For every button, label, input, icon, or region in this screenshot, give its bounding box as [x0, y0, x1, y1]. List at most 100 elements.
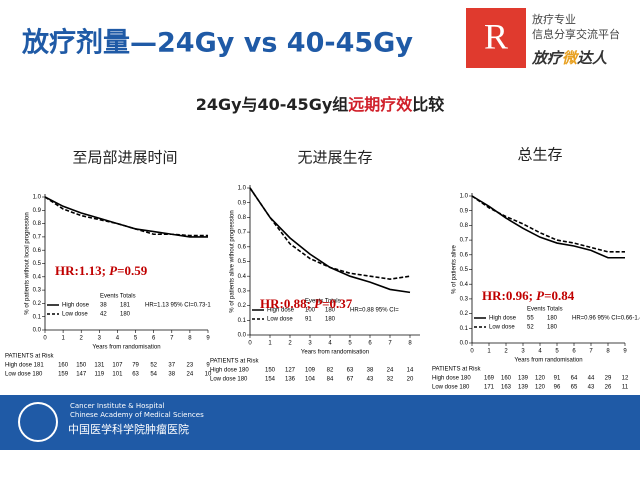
legend-head: Events Totals — [527, 307, 563, 313]
y-tick-label: 0.1 — [33, 314, 42, 320]
hr-part: =0.59 — [117, 263, 148, 278]
legend-label: High dose — [267, 308, 295, 314]
y-tick-label: 0.0 — [460, 341, 469, 347]
risk-cell: 171 — [484, 385, 495, 391]
x-tick-label: 3 — [308, 341, 312, 347]
x-tick-label: 8 — [408, 341, 412, 347]
legend-cell: 180 — [325, 308, 336, 314]
legend-note: HR=0.96 95% CI=0.66-1.41 — [572, 316, 640, 322]
risk-cell: 9 — [206, 363, 210, 369]
risk-cell: 127 — [285, 368, 296, 374]
legend-head: Events Totals — [305, 299, 341, 305]
footer-band — [0, 395, 640, 450]
y-tick-label: 0.8 — [238, 215, 247, 221]
risk-cell: 43 — [588, 385, 595, 391]
x-tick-label: 8 — [188, 336, 192, 342]
y-tick-label: 0.9 — [33, 208, 42, 214]
y-axis-label: % of patients alive without progression — [230, 210, 236, 312]
risk-cell: 20 — [407, 377, 414, 383]
risk-cell: 154 — [265, 377, 276, 383]
y-tick-label: 0.5 — [238, 259, 247, 265]
risk-cell: 10 — [205, 372, 212, 378]
legend-cell: 180 — [120, 312, 131, 318]
x-tick-label: 0 — [43, 336, 47, 342]
footer-text: 中国医学科学院肿瘤医院 — [68, 422, 189, 436]
risk-cell: 64 — [571, 376, 578, 382]
x-tick-label: 9 — [206, 336, 210, 342]
y-tick-label: 0.6 — [460, 252, 469, 258]
chart-title: 至局部进展时间 — [72, 149, 177, 167]
risk-cell: 52 — [150, 363, 157, 369]
legend-cell: 38 — [100, 303, 107, 309]
risk-label: High dose 180 — [210, 368, 249, 374]
y-tick-label: 0.4 — [238, 274, 247, 280]
risk-cell: 12 — [622, 376, 629, 382]
risk-cell: 29 — [605, 376, 612, 382]
footer-emblem — [18, 402, 58, 442]
x-tick-label: 6 — [152, 336, 156, 342]
footer-text: Cancer Institute & Hospital — [70, 402, 164, 410]
risk-cell: 32 — [387, 377, 394, 383]
legend-cell: 55 — [527, 316, 534, 322]
risk-cell: 65 — [571, 385, 578, 391]
risk-cell: 84 — [327, 377, 334, 383]
risk-cell: 150 — [265, 368, 276, 374]
x-tick-label: 1 — [268, 341, 272, 347]
risk-label: High dose 180 — [432, 376, 471, 382]
y-axis-label: % of patients without local progression — [25, 212, 31, 314]
risk-label: High dose 181 — [5, 363, 44, 369]
y-tick-label: 0.2 — [460, 311, 469, 317]
x-tick-label: 4 — [116, 336, 120, 342]
risk-cell: 150 — [76, 363, 87, 369]
footer-text: Chinese Academy of Medical Sciences — [70, 411, 204, 419]
risk-cell: 104 — [305, 377, 316, 383]
risk-cell: 163 — [501, 385, 512, 391]
y-tick-label: 0.8 — [33, 221, 42, 227]
risk-cell: 26 — [605, 385, 612, 391]
y-tick-label: 1.0 — [238, 186, 247, 192]
chart-title: 无进展生存 — [297, 149, 372, 167]
risk-cell: 43 — [367, 377, 374, 383]
hr-part: P — [314, 296, 323, 311]
y-tick-label: 0.7 — [460, 238, 469, 244]
risk-cell: 147 — [76, 372, 87, 378]
y-tick-label: 0.8 — [460, 223, 469, 229]
x-tick-label: 7 — [170, 336, 174, 342]
legend-cell: 52 — [527, 325, 534, 331]
risk-cell: 169 — [484, 376, 495, 382]
legend-cell: 180 — [547, 316, 558, 322]
y-tick-label: 0.6 — [238, 244, 247, 250]
hr-part: =0.37 — [322, 296, 353, 311]
risk-cell: 23 — [187, 363, 194, 369]
risk-title: PATIENTS at Risk — [210, 359, 259, 365]
x-tick-label: 5 — [134, 336, 138, 342]
risk-cell: 107 — [112, 363, 123, 369]
risk-cell: 160 — [501, 376, 512, 382]
x-tick-label: 1 — [487, 349, 491, 355]
y-tick-label: 0.7 — [33, 234, 42, 240]
x-tick-label: 4 — [328, 341, 332, 347]
risk-title: PATIENTS at Risk — [5, 354, 54, 360]
hr-part: P — [109, 263, 118, 278]
x-tick-label: 3 — [98, 336, 102, 342]
km-curve — [249, 187, 411, 280]
legend-cell: 42 — [100, 312, 107, 318]
x-axis-label: Years from randomisation — [301, 350, 369, 356]
x-tick-label: 2 — [288, 341, 292, 347]
legend-label: Low dose — [267, 317, 293, 323]
hr-part: P — [536, 288, 545, 303]
y-axis-label: % of patients alive — [452, 244, 458, 293]
subtitle: 24Gy与40-45Gy组远期疗效比较 — [196, 95, 445, 114]
legend-cell: 100 — [305, 308, 316, 314]
risk-cell: 44 — [588, 376, 595, 382]
y-tick-label: 1.0 — [33, 195, 42, 201]
x-tick-label: 6 — [368, 341, 372, 347]
risk-cell: 119 — [95, 372, 105, 378]
risk-cell: 38 — [367, 368, 374, 374]
y-tick-label: 0.6 — [33, 248, 42, 254]
x-tick-label: 5 — [555, 349, 559, 355]
risk-cell: 79 — [132, 363, 139, 369]
x-tick-label: 1 — [61, 336, 65, 342]
x-tick-label: 4 — [538, 349, 542, 355]
